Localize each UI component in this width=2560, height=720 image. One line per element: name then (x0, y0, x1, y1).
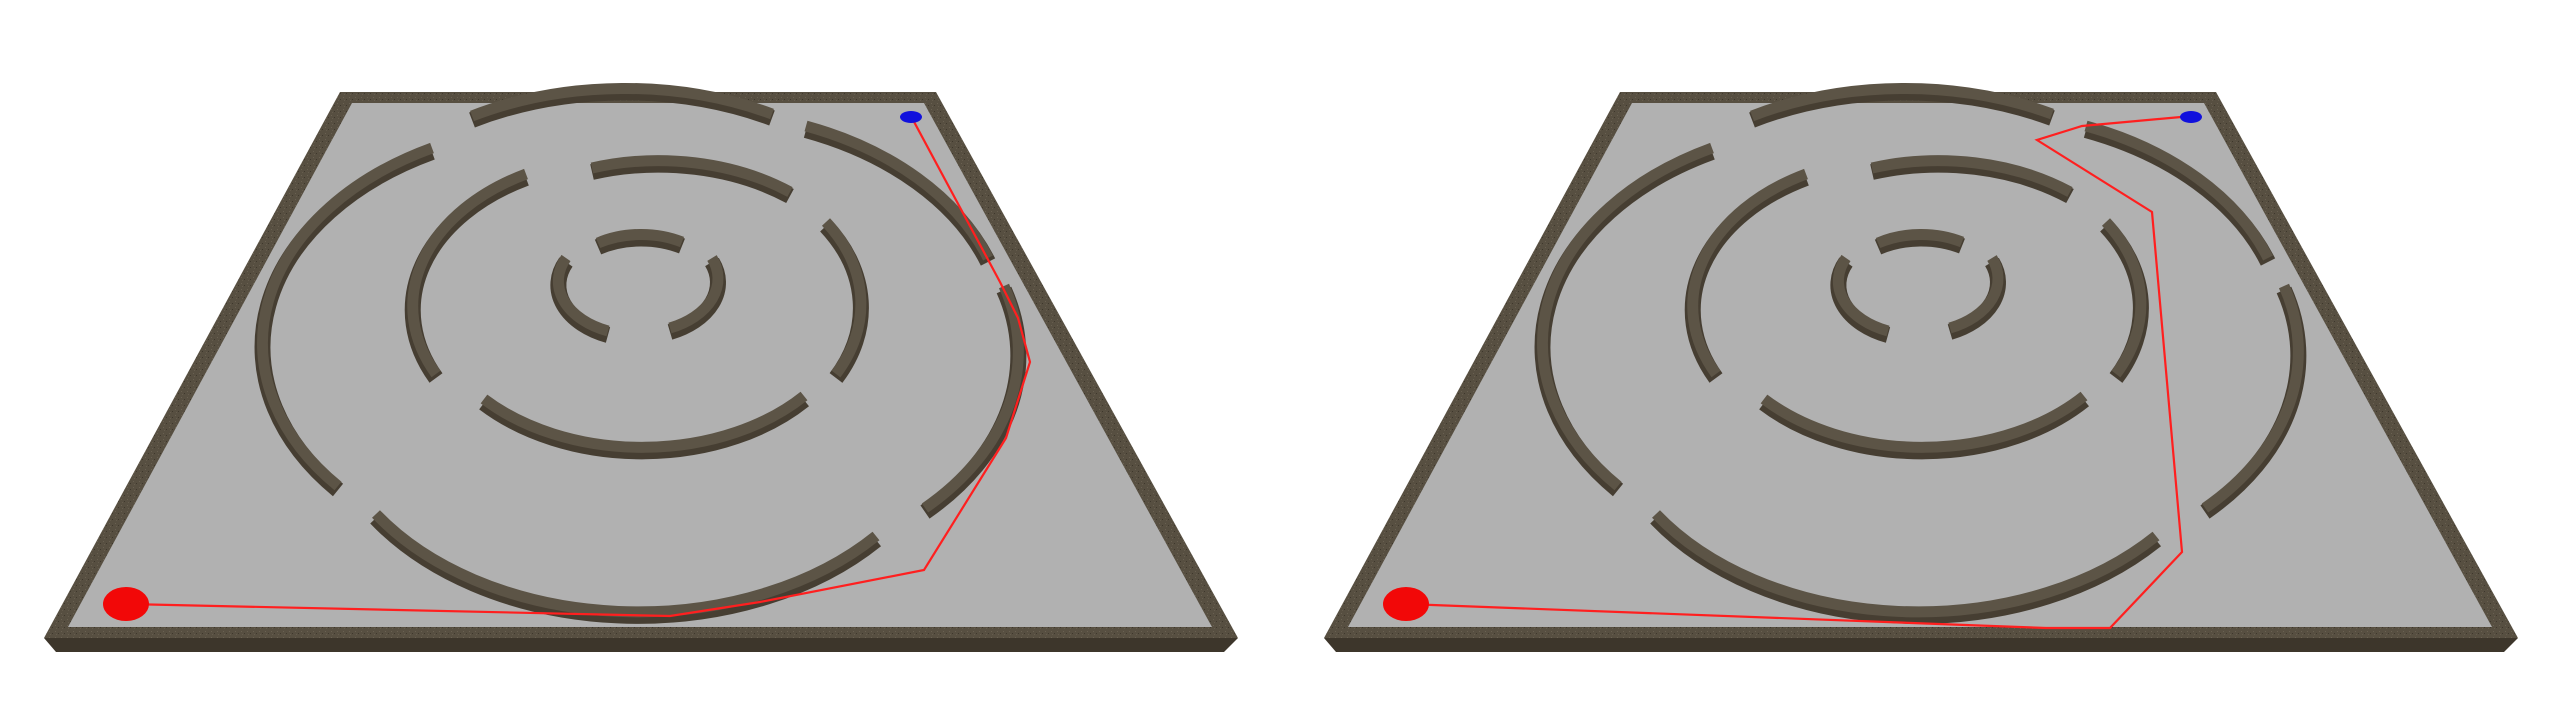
start-marker (1383, 587, 1429, 621)
maze-floor (1324, 92, 2518, 652)
goal-marker (2180, 111, 2202, 123)
maze-walls (1534, 82, 2307, 624)
maze-floor (44, 92, 1238, 652)
maze-panel-right (1324, 82, 2518, 652)
maze-panel-left (44, 82, 1238, 652)
goal-marker (900, 111, 922, 123)
route-path (1405, 114, 2193, 630)
start-marker (103, 587, 149, 621)
route-path (125, 117, 1032, 618)
